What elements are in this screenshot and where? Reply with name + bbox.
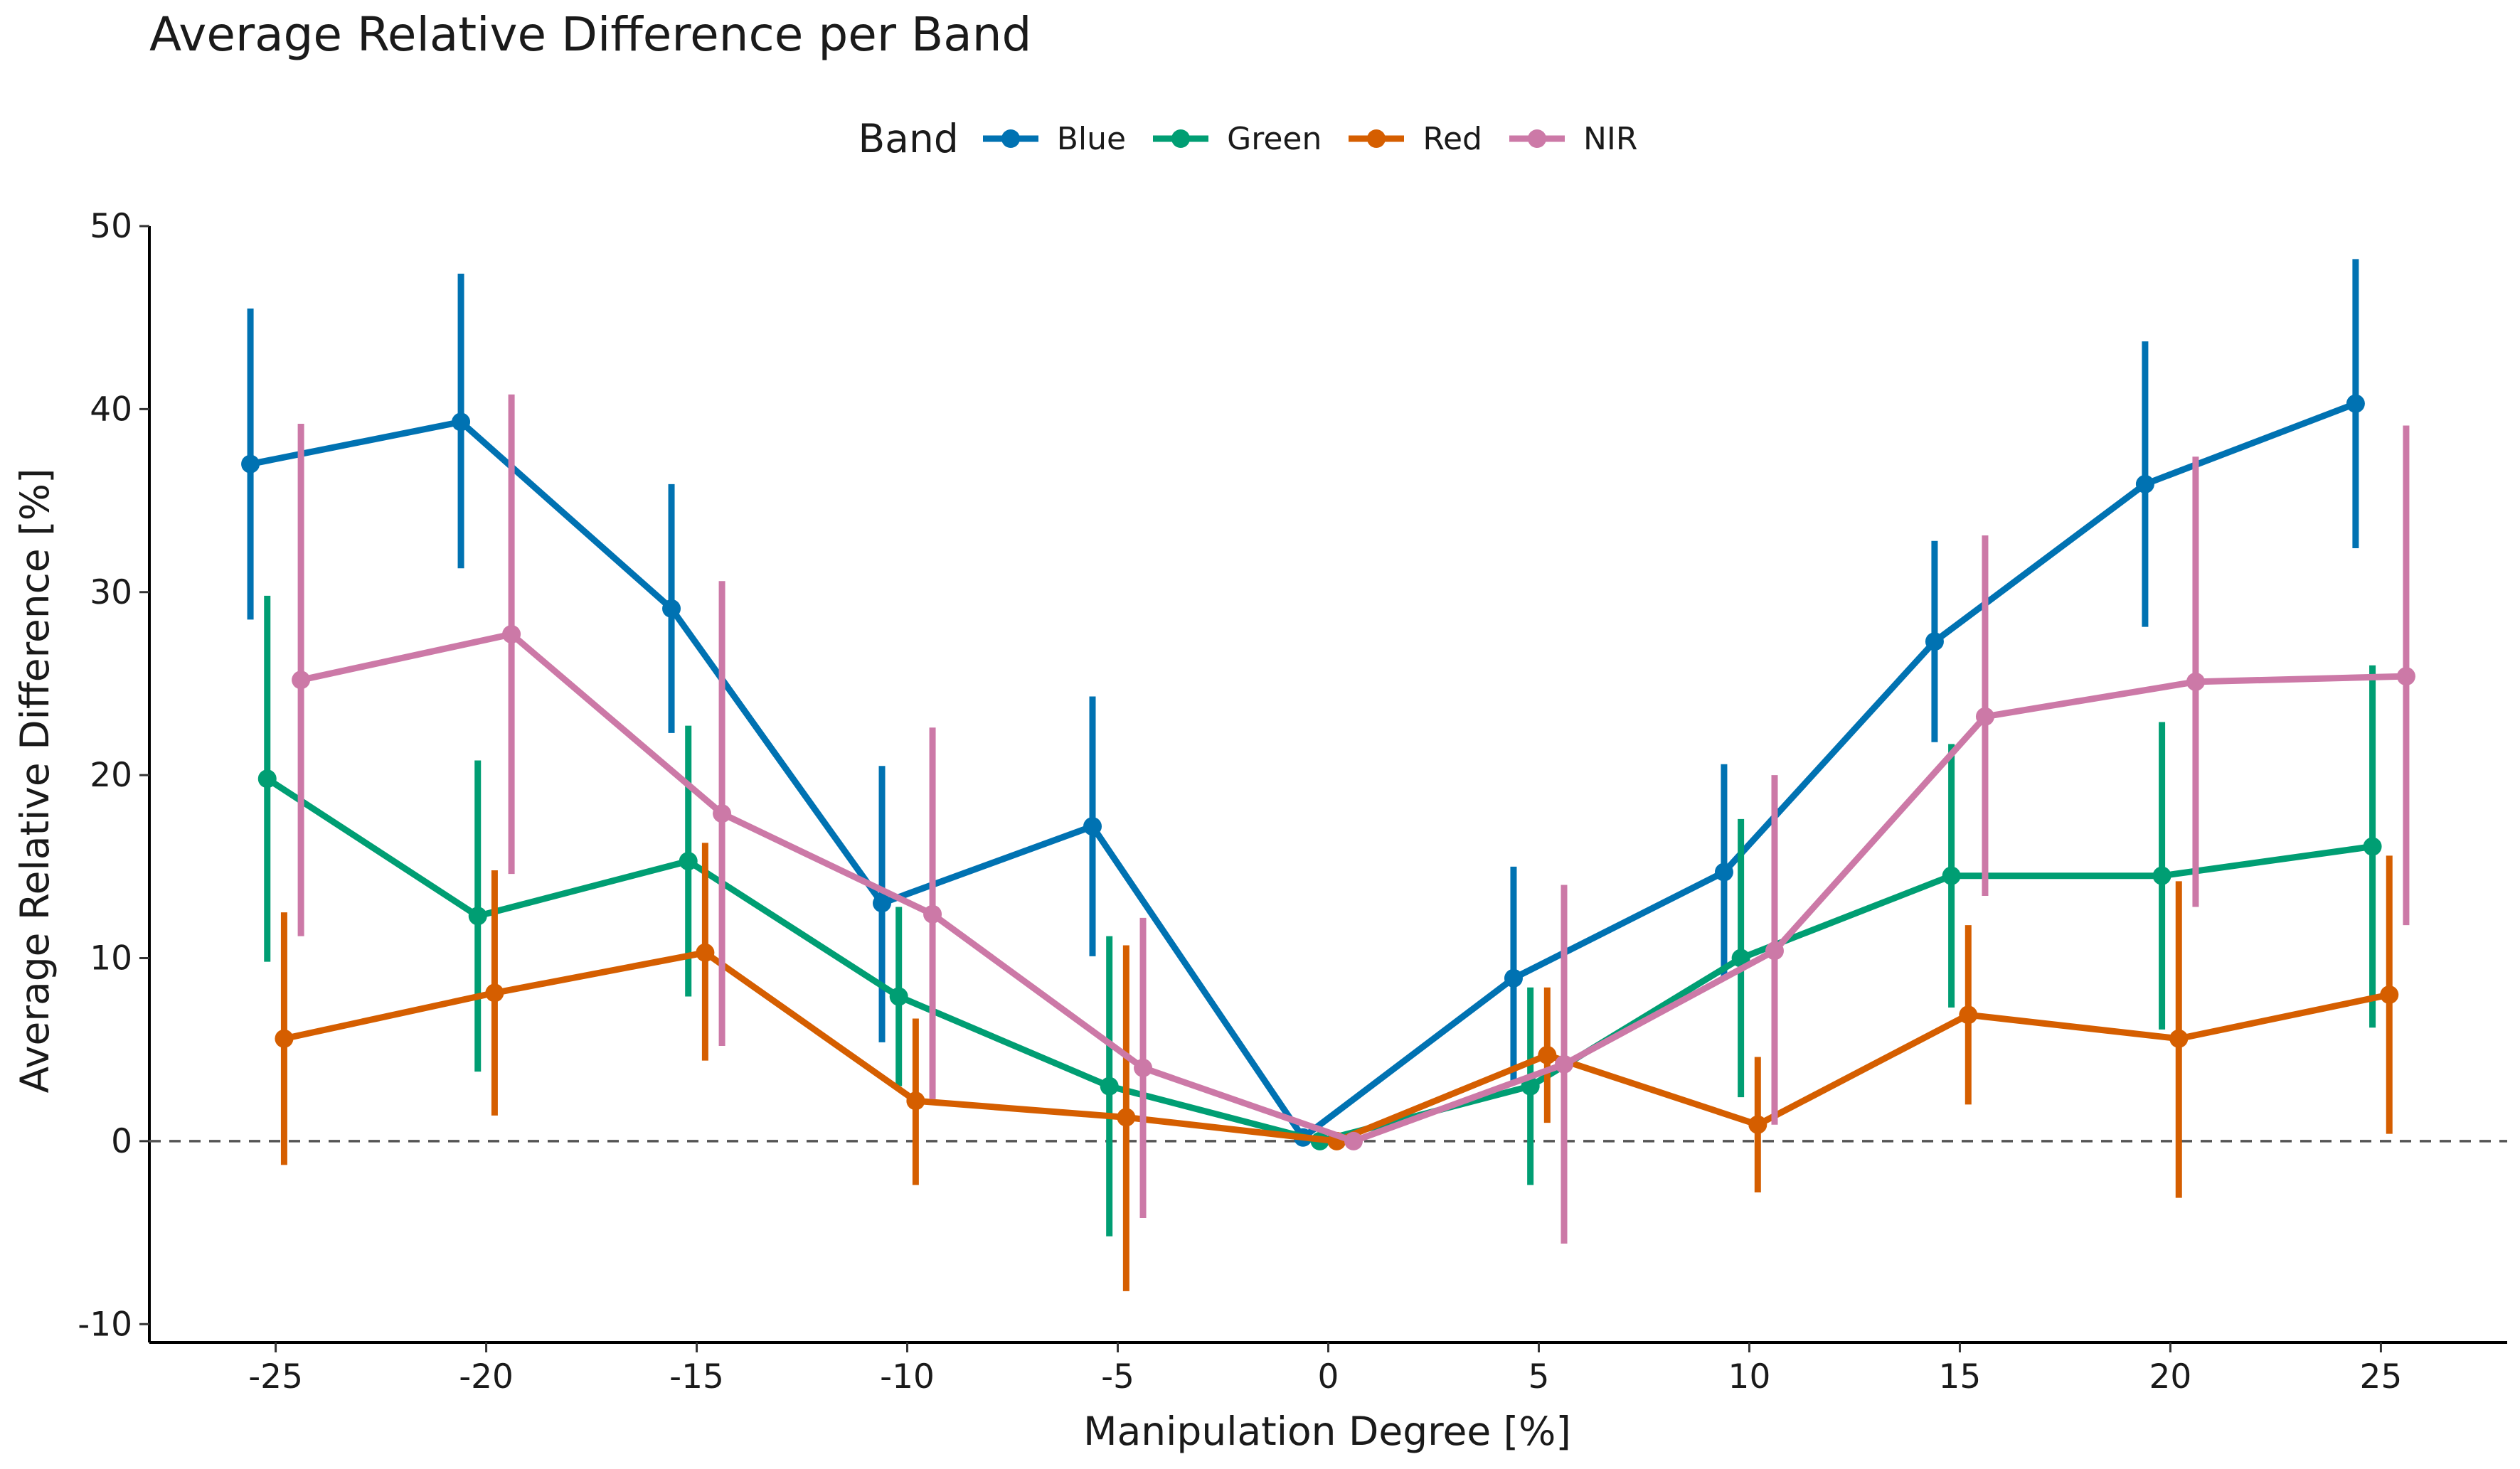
data-point-nir-8 [1975,707,1994,726]
data-point-blue-4 [1083,817,1102,836]
x-tick-label-9: 20 [2149,1357,2192,1396]
data-point-green-4 [1100,1077,1119,1096]
data-point-green-2 [679,852,698,871]
series-line-green [265,776,2373,1145]
data-point-blue-9 [2135,474,2154,493]
y-tick-label-3: 20 [90,756,132,795]
series-green [257,595,2382,1236]
data-point-red-7 [1748,1115,1767,1134]
data-point-nir-7 [1765,941,1784,961]
data-point-nir-3 [923,904,942,924]
data-point-blue-3 [873,894,892,913]
data-point-nir-9 [2186,672,2205,691]
chart-title: Average Relative Difference per Band [149,7,1032,62]
series-line-blue [250,400,2357,1141]
data-point-green-1 [468,907,487,926]
data-point-nir-10 [2396,667,2415,686]
data-point-blue-0 [241,454,260,474]
y-axis-title: Average Relative Difference [%] [12,469,58,1094]
data-point-blue-1 [452,412,471,432]
legend-key-1 [982,129,1038,148]
data-point-green-8 [1942,866,1961,885]
legend-label-4: NIR [1583,120,1638,157]
legend: Band Blue Green Red NIR [0,107,2520,171]
y-tick-label-5: 40 [90,390,132,429]
data-point-red-8 [1959,1005,1978,1025]
data-point-red-6 [1538,1045,1557,1064]
data-point-nir-0 [292,671,311,690]
data-point-blue-2 [662,599,681,618]
legend-key-2 [1153,129,1209,148]
data-point-red-1 [485,983,504,1003]
legend-key-dot-3 [1367,129,1386,148]
legend-label-2: Green [1227,120,1322,157]
data-point-red-9 [2169,1029,2189,1048]
y-tick-label-0: -10 [78,1305,132,1344]
x-axis-title: Manipulation Degree [%] [1083,1409,1571,1454]
data-point-green-7 [1731,949,1750,968]
data-point-nir-1 [502,624,521,643]
y-tick-label-6: 50 [90,207,132,246]
series-red [275,843,2399,1291]
x-tick-label-6: 5 [1529,1357,1550,1396]
series-line-nir [300,631,2407,1145]
x-tick-label-7: 10 [1728,1357,1771,1396]
x-tick-label-1: -20 [459,1357,514,1396]
legend-label-1: Blue [1056,120,1127,157]
data-point-blue-6 [1504,968,1523,988]
legend-key-dot-4 [1527,129,1546,148]
legend-item-4: NIR [1506,121,1637,157]
y-tick-label-2: 10 [90,939,132,978]
legend-item-2: Green [1150,121,1322,157]
legend-key-dot-1 [1001,129,1020,148]
data-point-green-0 [257,769,277,789]
data-point-red-2 [696,943,715,962]
legend-key-4 [1509,129,1565,148]
x-tick-label-2: -15 [669,1357,724,1396]
data-point-blue-10 [2346,394,2365,413]
x-tick-label-10: 25 [2360,1357,2403,1396]
data-point-red-10 [2380,985,2399,1004]
x-tick-label-8: 15 [1939,1357,1982,1396]
series-blue [241,259,2365,1147]
data-point-blue-8 [1925,632,1944,651]
data-point-red-0 [275,1029,294,1048]
data-point-nir-6 [1555,1054,1573,1074]
legend-item-1: Blue [980,121,1126,157]
data-point-green-10 [2363,837,2382,856]
data-point-nir-5 [1344,1131,1363,1150]
x-tick-label-4: -5 [1101,1357,1134,1396]
legend-title: Band [858,116,959,161]
x-tick-label-3: -10 [880,1357,935,1396]
data-point-blue-7 [1714,862,1733,882]
series-nir [292,394,2415,1244]
legend-key-dot-2 [1171,129,1191,148]
legend-label-3: Red [1423,120,1482,157]
data-point-red-4 [1117,1108,1136,1127]
y-tick-label-1: 0 [111,1122,132,1161]
data-point-nir-4 [1134,1058,1153,1077]
data-point-green-3 [889,987,908,1006]
data-point-green-9 [2152,866,2171,885]
series-layer [241,259,2415,1291]
data-point-nir-2 [713,804,732,823]
legend-item-3: Red [1346,121,1482,157]
y-tick-label-4: 30 [90,573,132,612]
data-point-red-3 [906,1091,925,1111]
x-tick-label-5: 0 [1318,1357,1339,1396]
x-tick-label-0: -25 [248,1357,303,1396]
legend-key-3 [1349,129,1405,148]
